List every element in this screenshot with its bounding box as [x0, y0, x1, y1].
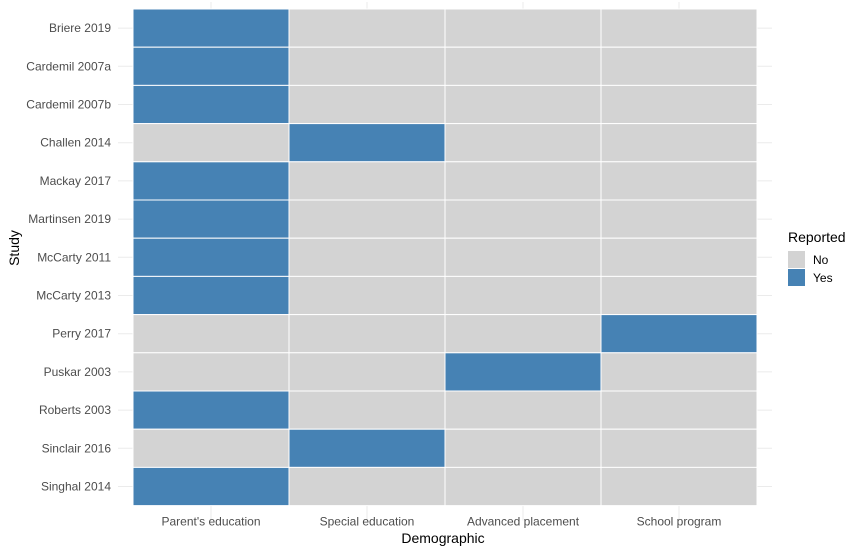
y-tick-label: McCarty 2013 [36, 289, 111, 303]
heatmap-tile [132, 275, 290, 316]
heatmap-tile [288, 275, 446, 316]
heatmap-tile [444, 466, 602, 507]
y-tick-label: Cardemil 2007b [26, 98, 111, 112]
y-tick-label: Roberts 2003 [39, 403, 111, 417]
heatmap-tile [600, 352, 758, 392]
heatmap-tile [288, 428, 446, 468]
y-tick-label: Singhal 2014 [41, 480, 111, 494]
heatmap-tile [288, 390, 446, 430]
x-tick-label: Advanced placement [467, 515, 580, 529]
heatmap-tile [600, 237, 758, 277]
heatmap-tile [444, 84, 602, 125]
heatmap-tile [444, 275, 602, 316]
heatmap-tile [600, 390, 758, 430]
heatmap-tile [132, 314, 290, 354]
y-tick-label: Puskar 2003 [44, 365, 112, 379]
heatmap-tile [288, 161, 446, 201]
heatmap-tile [600, 466, 758, 507]
heatmap-tile [288, 8, 446, 48]
x-tick-label: Parent's education [161, 515, 260, 529]
heatmap-tile [600, 84, 758, 125]
heatmap-tile [288, 199, 446, 239]
legend-label: Yes [813, 271, 833, 285]
y-tick-label: Cardemil 2007a [26, 59, 111, 73]
heatmap-tile [444, 161, 602, 201]
heatmap-tile [132, 46, 290, 86]
heatmap-tile [600, 199, 758, 239]
heatmap-tile [132, 84, 290, 125]
legend-swatch [788, 251, 805, 268]
heatmap-tile [444, 199, 602, 239]
y-axis-title: Study [6, 230, 22, 266]
heatmap-tile [600, 46, 758, 86]
x-tick-label: School program [637, 515, 722, 529]
heatmap-tile [600, 8, 758, 48]
heatmap-tile [600, 161, 758, 201]
heatmap-tile [288, 314, 446, 354]
x-axis-ticks: Parent's education Special education Advan… [161, 515, 721, 529]
y-tick-label: McCarty 2011 [37, 250, 111, 264]
heatmap-tile [444, 46, 602, 86]
x-axis-title: Demographic [401, 530, 484, 546]
heatmap-tile [288, 237, 446, 277]
heatmap-tile [288, 352, 446, 392]
y-tick-label: Perry 2017 [52, 327, 111, 341]
heatmap-tile [444, 314, 602, 354]
heatmap-tile [288, 84, 446, 125]
heatmap-tiles [132, 8, 758, 507]
heatmap-tile [444, 8, 602, 48]
y-tick-label: Sinclair 2016 [42, 441, 112, 455]
legend: Reported No Yes [788, 229, 846, 286]
heatmap-tile [132, 428, 290, 468]
y-axis-ticks: Briere 2019 Cardemil 2007a Cardemil 2007b C… [26, 21, 111, 493]
legend-title: Reported [788, 229, 846, 245]
heatmap-tile [288, 123, 446, 163]
y-tick-label: Briere 2019 [49, 21, 111, 35]
heatmap-tile [600, 123, 758, 163]
heatmap-tile [132, 237, 290, 277]
y-tick-label: Challen 2014 [40, 136, 111, 150]
heatmap-tile [600, 275, 758, 316]
heatmap-tile [132, 199, 290, 239]
heatmap-tile [444, 352, 602, 392]
legend-swatch [788, 269, 805, 286]
heatmap-tile [444, 123, 602, 163]
y-tick-label: Martinsen 2019 [28, 212, 111, 226]
y-tick-label: Mackay 2017 [40, 174, 112, 188]
x-tick-label: Special education [320, 515, 415, 529]
heatmap-tile [444, 428, 602, 468]
heatmap-tile [132, 8, 290, 48]
heatmap-tile [132, 390, 290, 430]
heatmap-tile [444, 390, 602, 430]
heatmap-tile [132, 161, 290, 201]
heatmap-tile [288, 466, 446, 507]
heatmap-tile [132, 352, 290, 392]
heatmap-tile [600, 428, 758, 468]
heatmap-tile [132, 123, 290, 163]
heatmap-tile [600, 314, 758, 354]
legend-label: No [813, 253, 829, 267]
legend-entries: No Yes [788, 251, 833, 286]
heatmap-tile [288, 46, 446, 86]
heatmap-tile [132, 466, 290, 507]
heatmap-tile [444, 237, 602, 277]
